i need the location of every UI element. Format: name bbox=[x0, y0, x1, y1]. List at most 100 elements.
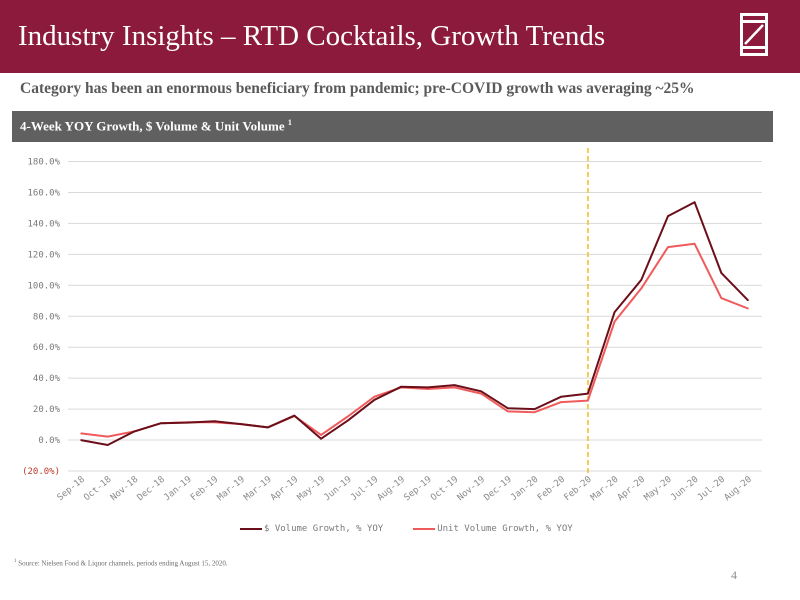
legend-swatch-dollar-volume bbox=[240, 528, 262, 530]
data-point-dollar-volume bbox=[293, 414, 296, 417]
series-lines bbox=[80, 201, 749, 446]
x-tick-label: Apr-20 bbox=[616, 475, 647, 504]
x-tick-label: Oct-18 bbox=[82, 475, 113, 504]
y-tick-label: 40.0% bbox=[33, 374, 61, 384]
data-point-unit-volume bbox=[453, 386, 456, 389]
data-point-dollar-volume bbox=[667, 215, 669, 217]
x-tick-label: Sep-18 bbox=[56, 475, 87, 504]
page-title: Industry Insights – RTD Cocktails, Growt… bbox=[18, 20, 606, 52]
data-point-dollar-volume bbox=[507, 407, 509, 410]
x-tick-label: Nov-19 bbox=[456, 475, 487, 504]
x-tick-label: Mar-19 bbox=[216, 475, 247, 504]
page-number: 4 bbox=[731, 568, 737, 582]
data-point-unit-volume bbox=[747, 307, 749, 310]
legend-item-unit-volume: Unit Volume Growth, % YOY bbox=[413, 524, 573, 534]
data-point-dollar-volume bbox=[533, 408, 536, 410]
y-tick-label: 80.0% bbox=[33, 312, 61, 322]
data-point-unit-volume bbox=[587, 399, 589, 402]
data-point-unit-volume bbox=[480, 392, 483, 395]
gridlines bbox=[68, 161, 762, 472]
x-tick-label: Nov-18 bbox=[109, 475, 140, 504]
x-tick-label: Apr-19 bbox=[269, 475, 300, 504]
data-point-dollar-volume bbox=[613, 311, 616, 313]
x-tick-label: Jan-19 bbox=[162, 475, 193, 504]
y-tick-label: 0.0% bbox=[38, 436, 60, 446]
data-point-unit-volume bbox=[720, 297, 723, 299]
series-line-dollar-volume bbox=[80, 201, 749, 446]
data-point-dollar-volume bbox=[693, 201, 696, 203]
x-tick-label: Dec-18 bbox=[136, 475, 167, 504]
x-tick-label: Jun-20 bbox=[669, 475, 700, 504]
x-tick-label: Sep-19 bbox=[402, 475, 433, 504]
data-point-dollar-volume bbox=[133, 430, 136, 433]
x-tick-label: Jun-19 bbox=[322, 475, 353, 504]
legend-item-dollar-volume: $ Volume Growth, % YOY bbox=[240, 524, 383, 534]
data-point-dollar-volume bbox=[373, 399, 376, 401]
data-point-unit-volume bbox=[507, 410, 509, 413]
data-point-dollar-volume bbox=[587, 392, 589, 395]
data-point-unit-volume bbox=[427, 388, 429, 390]
x-tick-label: Feb-19 bbox=[189, 475, 220, 504]
series-line-unit-volume bbox=[80, 242, 749, 438]
y-tick-label: 180.0% bbox=[27, 158, 60, 168]
data-point-unit-volume bbox=[533, 411, 536, 413]
x-tick-label: Aug-20 bbox=[723, 475, 754, 504]
data-point-unit-volume bbox=[613, 320, 616, 323]
data-point-unit-volume bbox=[80, 432, 82, 435]
data-point-unit-volume bbox=[560, 401, 563, 403]
y-axis-ticks: 180.0% 160.0% 140.0% 120.0% 100.0% 80.0% 60.0%… bbox=[22, 158, 61, 478]
x-tick-label: Oct-19 bbox=[429, 475, 460, 504]
x-tick-label: Dec-19 bbox=[482, 475, 513, 504]
data-point-dollar-volume bbox=[480, 390, 483, 393]
x-tick-label: Jul-19 bbox=[349, 475, 380, 504]
x-tick-label: Mar-20 bbox=[589, 475, 620, 504]
line-chart: 180.0% 160.0% 140.0% 120.0% 100.0% 80.0% 60.0%… bbox=[22, 148, 762, 504]
slide-subtitle: Category has been an enormous beneficiar… bbox=[20, 80, 695, 97]
x-axis-ticks: Sep-18Oct-18Nov-18Dec-18Jan-19Feb-19Mar-… bbox=[56, 475, 754, 504]
data-point-unit-volume bbox=[640, 287, 643, 290]
data-point-dollar-volume bbox=[213, 420, 216, 423]
y-tick-label: 60.0% bbox=[33, 343, 61, 353]
data-point-dollar-volume bbox=[720, 272, 723, 274]
data-point-dollar-volume bbox=[453, 384, 456, 386]
data-point-dollar-volume bbox=[80, 439, 82, 441]
data-point-dollar-volume bbox=[747, 299, 749, 302]
data-point-dollar-volume bbox=[427, 386, 429, 389]
y-tick-label: 100.0% bbox=[27, 281, 60, 291]
footnote-marker: 1 bbox=[287, 118, 292, 127]
x-tick-label: Feb-20 bbox=[563, 475, 594, 504]
data-point-dollar-volume bbox=[560, 395, 563, 398]
x-tick-label: Mar-19 bbox=[242, 475, 273, 504]
data-point-dollar-volume bbox=[106, 444, 109, 446]
x-tick-label: Jul-20 bbox=[696, 475, 727, 504]
header-bar: Industry Insights – RTD Cocktails, Growt… bbox=[0, 0, 800, 73]
y-tick-label: 160.0% bbox=[27, 188, 60, 198]
data-point-unit-volume bbox=[320, 434, 322, 436]
z-logo-icon bbox=[740, 13, 768, 56]
data-point-dollar-volume bbox=[347, 419, 349, 422]
data-point-unit-volume bbox=[667, 246, 669, 248]
y-tick-label: (20.0%) bbox=[22, 467, 60, 477]
data-point-dollar-volume bbox=[400, 385, 402, 388]
y-tick-label: 140.0% bbox=[27, 219, 60, 229]
chart-title: 4-Week YOY Growth, $ Volume & Unit Volum… bbox=[20, 118, 292, 134]
data-point-unit-volume bbox=[373, 395, 376, 398]
x-tick-label: May-20 bbox=[643, 475, 674, 504]
y-tick-label: 120.0% bbox=[27, 250, 60, 260]
x-tick-label: Feb-20 bbox=[536, 475, 567, 504]
y-tick-label: 20.0% bbox=[33, 405, 61, 415]
data-point-unit-volume bbox=[693, 243, 696, 245]
data-point-dollar-volume bbox=[320, 437, 322, 440]
footnote-text: Source: Nielsen Food & Liquor channels, … bbox=[18, 559, 228, 568]
chart-legend: $ Volume Growth, % YOY Unit Volume Growt… bbox=[240, 522, 603, 536]
legend-swatch-unit-volume bbox=[413, 528, 436, 530]
data-point-dollar-volume bbox=[640, 279, 643, 281]
legend-label-unit-volume: Unit Volume Growth, % YOY bbox=[437, 524, 573, 534]
data-point-dollar-volume bbox=[240, 423, 242, 425]
legend-label-dollar-volume: $ Volume Growth, % YOY bbox=[264, 524, 384, 534]
footnote-marker: 1 bbox=[14, 559, 17, 564]
data-point-unit-volume bbox=[106, 435, 109, 438]
data-point-dollar-volume bbox=[186, 421, 189, 424]
x-tick-label: Aug-19 bbox=[376, 475, 407, 504]
data-point-dollar-volume bbox=[266, 426, 269, 429]
